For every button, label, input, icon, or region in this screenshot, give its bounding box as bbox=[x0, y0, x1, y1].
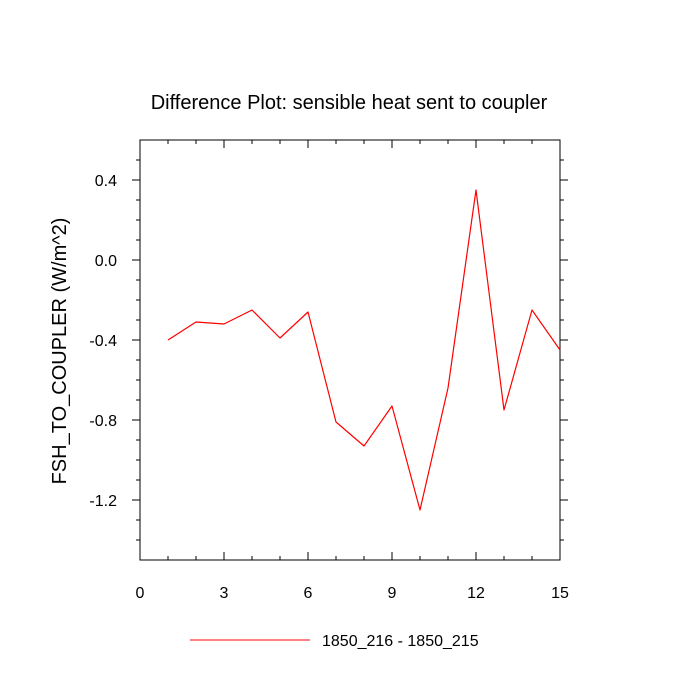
y-tick-label: -1.2 bbox=[89, 493, 117, 510]
x-tick-label: 12 bbox=[467, 585, 485, 602]
y-tick-label: -0.4 bbox=[89, 333, 117, 350]
y-tick-label: 0.4 bbox=[95, 173, 117, 190]
x-tick-label: 3 bbox=[220, 585, 229, 602]
x-tick-label: 15 bbox=[551, 585, 569, 602]
x-tick-label: 9 bbox=[388, 585, 397, 602]
x-tick-label: 0 bbox=[136, 585, 145, 602]
legend-label: 1850_216 - 1850_215 bbox=[322, 633, 479, 650]
y-tick-labels: 0.4 0.0 -0.4 -0.8 -1.2 bbox=[89, 173, 117, 510]
y-axis-label: FSH_TO_COUPLER (W/m^2) bbox=[49, 218, 71, 485]
x-tick-label: 6 bbox=[304, 585, 313, 602]
x-tick-labels: 0 3 6 9 12 15 bbox=[136, 585, 569, 602]
y-tick-label: 0.0 bbox=[95, 253, 117, 270]
y-tick-label: -0.8 bbox=[89, 413, 117, 430]
series-layer bbox=[167, 189, 561, 511]
plot-frame bbox=[139, 139, 561, 561]
legend: 1850_216 - 1850_215 bbox=[190, 633, 479, 650]
series-line bbox=[167, 189, 561, 511]
chart-title: Difference Plot: sensible heat sent to c… bbox=[151, 92, 548, 114]
axis-ticks bbox=[132, 140, 568, 560]
